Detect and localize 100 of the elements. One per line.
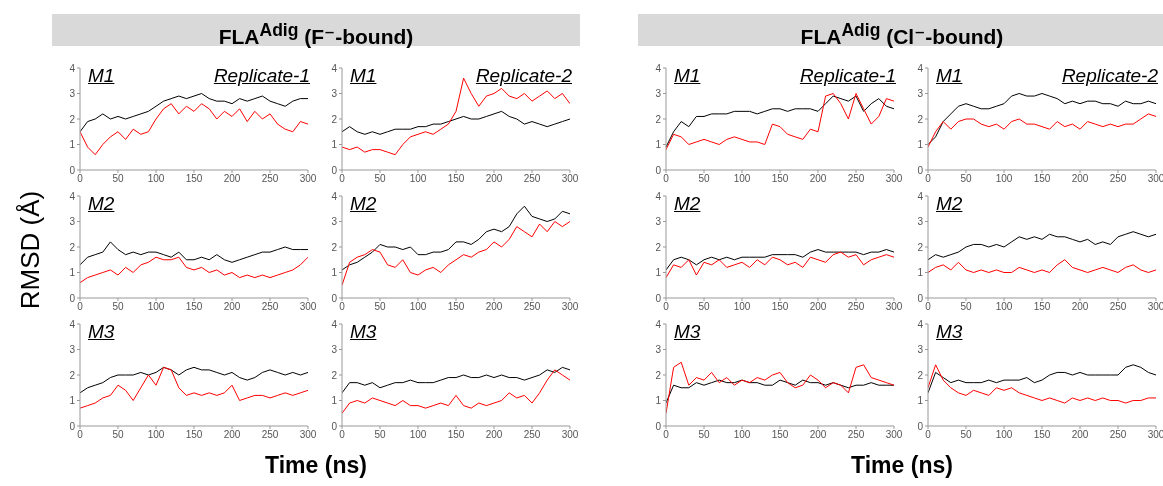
x-tick-label: 300 [561,173,579,185]
x-tick-label: 200 [809,301,827,313]
x-tick-label: 50 [960,429,972,441]
y-tick-label: 0 [655,292,662,304]
x-tick-label: 150 [447,173,465,185]
line-series [666,251,894,279]
y-tick-label: 0 [655,164,662,176]
y-tick-label: 4 [655,318,662,330]
x-tick-label: 100 [147,173,165,185]
x-tick-label: 200 [223,173,241,185]
y-tick-label: 3 [917,216,924,228]
x-tick-label: 250 [847,173,865,185]
y-tick-label: 1 [69,267,76,279]
x-tick-label: 300 [561,301,579,313]
annotation: M3 [350,321,377,342]
annotation: M2 [350,193,377,214]
x-tick-label: 100 [733,301,751,313]
x-tick-label: 150 [771,173,789,185]
x-tick-label: 100 [147,301,165,313]
line-series [928,259,1156,273]
x-tick-label: 150 [447,301,465,313]
y-tick-label: 3 [69,88,76,100]
x-tick-label: 0 [77,301,84,313]
x-tick-label: 0 [77,173,84,185]
x-axis-title: Time (ns) [264,452,368,479]
y-tick-label: 4 [69,318,76,330]
x-tick-label: 250 [261,301,279,313]
annotation: Replicate-1 [799,65,896,86]
annotation: M1 [936,65,963,86]
line-series [928,113,1156,148]
x-tick-label: 100 [409,429,427,441]
y-tick-label: 3 [655,344,662,356]
x-tick-label: 100 [147,429,165,441]
y-tick-label: 3 [655,88,662,100]
y-tick-label: 0 [69,420,76,432]
x-tick-label: 100 [995,173,1013,185]
y-tick-label: 3 [69,344,76,356]
x-tick-label: 250 [1109,429,1127,441]
x-tick-label: 300 [299,301,317,313]
x-tick-label: 250 [847,429,865,441]
y-tick-label: 2 [655,241,662,253]
x-tick-label: 100 [409,301,427,313]
x-tick-label: 0 [339,173,346,185]
y-tick-label: 2 [331,241,338,253]
y-tick-label: 1 [917,395,924,407]
y-tick-label: 0 [69,292,76,304]
x-tick-label: 0 [339,429,346,441]
y-tick-label: 1 [331,139,338,151]
x-tick-label: 50 [374,173,386,185]
y-tick-label: 1 [655,139,662,151]
annotation: M2 [88,193,115,214]
line-series [342,366,570,394]
line-series [342,110,570,135]
x-tick-label: 250 [523,173,541,185]
x-tick-label: 50 [698,429,710,441]
y-tick-label: 1 [69,395,76,407]
y-tick-label: 4 [655,62,662,74]
x-tick-label: 0 [925,301,932,313]
line-series [80,103,308,156]
x-tick-label: 150 [447,429,465,441]
y-tick-label: 3 [331,216,338,228]
line-series [80,241,308,266]
x-tick-label: 200 [1071,429,1089,441]
x-tick-label: 100 [733,173,751,185]
x-tick-label: 250 [523,301,541,313]
x-tick-label: 200 [809,173,827,185]
y-tick-label: 4 [655,190,662,202]
line-series [342,221,570,286]
x-tick-label: 0 [339,301,346,313]
y-tick-label: 2 [917,241,924,253]
x-tick-label: 200 [1071,301,1089,313]
y-tick-label: 0 [331,164,338,176]
x-tick-label: 250 [261,173,279,185]
x-tick-label: 0 [925,429,932,441]
y-tick-label: 4 [917,190,924,202]
y-tick-label: 3 [655,216,662,228]
x-axis-title: Time (ns) [850,452,954,479]
x-tick-label: 200 [223,301,241,313]
y-tick-label: 1 [331,267,338,279]
x-tick-label: 250 [261,429,279,441]
x-tick-label: 300 [561,429,579,441]
x-tick-label: 100 [733,429,751,441]
line-series [80,256,308,284]
x-tick-label: 150 [771,301,789,313]
y-axis-title: RMSD (Å) [14,190,46,310]
annotation: M3 [936,321,963,342]
y-tick-label: 0 [917,164,924,176]
x-tick-label: 0 [77,429,84,441]
y-tick-label: 3 [331,88,338,100]
x-tick-label: 100 [409,173,427,185]
chart-title: FLA$^{Adig}$ (Cl⁻-bound) [638,14,1163,48]
x-tick-label: 50 [960,173,972,185]
annotation: M3 [674,321,701,342]
line-series [666,249,894,271]
y-tick-label: 1 [655,395,662,407]
line-series [80,366,308,394]
x-tick-label: 150 [185,301,203,313]
annotation: M3 [88,321,115,342]
y-tick-label: 1 [917,267,924,279]
line-series [342,369,570,414]
